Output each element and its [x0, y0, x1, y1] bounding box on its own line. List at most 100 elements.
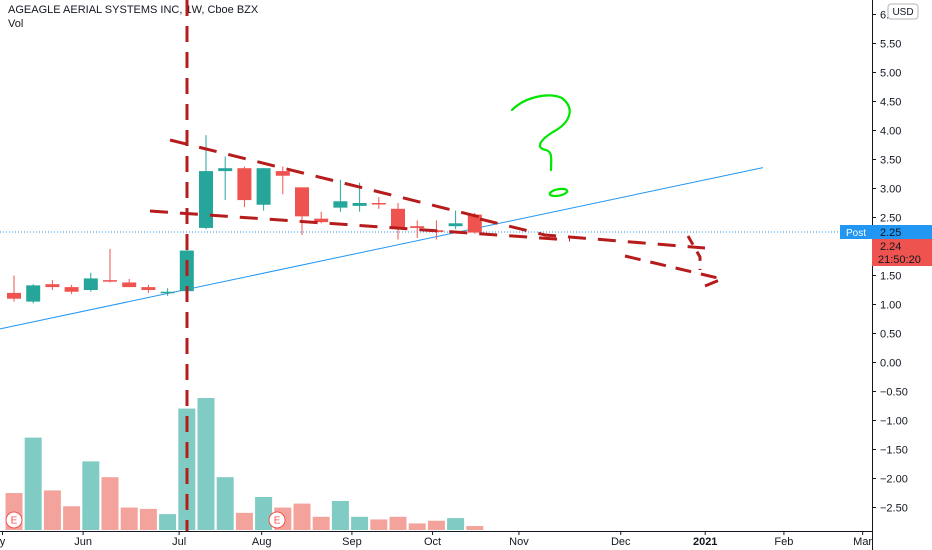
- time-tick-label: Mar: [853, 536, 872, 548]
- trend-line-layer: [0, 167, 764, 330]
- last-price-tag: [872, 239, 932, 266]
- price-tick-label: 1.50: [880, 271, 901, 283]
- earnings-marker-label: E: [11, 516, 18, 527]
- question-mark-curve: [510, 94, 571, 172]
- post-price-tag: [872, 225, 932, 239]
- candle-body: [83, 278, 98, 290]
- candle-body: [371, 203, 386, 205]
- time-tick-label: Jul: [172, 536, 186, 548]
- volume-bar: [293, 503, 311, 530]
- price-tick-label: −2.50: [880, 503, 908, 515]
- projection-lower-dashed: [624, 254, 727, 288]
- currency-button[interactable]: [887, 3, 919, 20]
- volume-bar: [159, 514, 177, 530]
- post-tag-box: [840, 225, 872, 239]
- volume-bar: [43, 490, 61, 530]
- candle-body: [391, 208, 405, 228]
- volume-bar: [427, 520, 445, 530]
- volume-bar: [408, 523, 426, 530]
- post-price-value: 2.25: [880, 227, 901, 239]
- lower-dashed-trendline: [149, 209, 571, 242]
- symbol-title: AGEAGLE AERIAL SYSTEMS INC, 1W, Cboe BZX: [8, 4, 259, 16]
- candle-body: [160, 291, 175, 294]
- volume-label: Vol: [8, 18, 24, 30]
- price-tick-label: 0.50: [880, 329, 901, 341]
- volume-bar: [235, 512, 253, 530]
- candle-body: [333, 201, 348, 208]
- volume-bar: [255, 497, 273, 530]
- earnings-marker: [268, 511, 286, 529]
- price-tick-label: 1.00: [880, 300, 901, 312]
- earnings-marker: [5, 511, 23, 529]
- price-tick-label: −0.50: [880, 387, 908, 399]
- price-tick-label: −2.00: [880, 474, 908, 486]
- price-tick-label: 3.00: [880, 184, 901, 196]
- price-tick-label: 5.00: [880, 68, 901, 80]
- volume-bar: [101, 477, 119, 530]
- price-tick-label: 2.50: [880, 213, 901, 225]
- drawing-layer: [149, 0, 727, 531]
- question-mark-dot: [548, 187, 569, 198]
- candle-body: [199, 171, 213, 228]
- candle-body: [64, 287, 79, 292]
- candles-layer: [7, 135, 482, 304]
- candle-body: [141, 287, 156, 290]
- volume-bar: [197, 398, 215, 530]
- candle-body: [314, 218, 329, 223]
- candle-body: [352, 203, 367, 206]
- volume-bar: [139, 508, 157, 530]
- time-tick-label: Sep: [342, 536, 362, 548]
- volume-layer: [5, 398, 484, 530]
- time-tick-label: 2021: [693, 536, 717, 548]
- time-tick-label: Oct: [424, 536, 441, 548]
- earnings-marker-label: E: [274, 516, 281, 527]
- price-axis-background: [872, 0, 932, 550]
- upper-dashed-trendline: [169, 138, 481, 219]
- candle-body: [103, 280, 117, 282]
- time-tick-label: y: [0, 536, 6, 548]
- time-tick-label: Aug: [252, 536, 272, 548]
- time-tick-label: Nov: [509, 536, 529, 548]
- volume-bar: [389, 516, 407, 530]
- price-tick-label: 4.50: [880, 97, 901, 109]
- volume-bar: [370, 519, 388, 530]
- currency-button-label: USD: [892, 7, 913, 18]
- price-tick-label: 4.00: [880, 126, 901, 138]
- volume-bar: [447, 518, 465, 530]
- candle-body: [218, 168, 233, 172]
- volume-bar: [466, 526, 484, 530]
- time-tick-label: Dec: [611, 536, 631, 548]
- volume-bar: [82, 461, 100, 530]
- candle-body: [26, 285, 41, 302]
- candle-body: [237, 168, 252, 201]
- time-axis: y Jun Jul Aug Sep Oct Nov Dec 2021 Feb Mar: [0, 531, 872, 548]
- candle-body: [295, 187, 309, 217]
- price-tick-label: 3.50: [880, 155, 901, 167]
- candle-body: [45, 284, 60, 288]
- post-tag-label: Post: [846, 228, 866, 239]
- price-tick-label: −1.00: [880, 416, 908, 428]
- price-tick-label: −1.50: [880, 445, 908, 457]
- volume-bar: [216, 477, 234, 530]
- countdown-timer: 21:50:20: [878, 254, 921, 266]
- volume-bar: [24, 437, 42, 530]
- candle-body: [256, 168, 271, 205]
- volume-bar: [312, 516, 330, 530]
- projection-arrow-bend: [686, 235, 702, 270]
- volume-bar: [120, 507, 138, 530]
- price-tick-label: 6.: [880, 10, 889, 22]
- price-tick-label: 0.00: [880, 358, 901, 370]
- candle-body: [122, 282, 137, 288]
- time-tick-label: Feb: [774, 536, 793, 548]
- candle-body: [275, 171, 290, 176]
- volume-bar: [63, 506, 81, 530]
- volume-bar: [331, 500, 349, 530]
- volume-bar: [351, 516, 369, 530]
- candle-body: [410, 226, 425, 228]
- candle-body: [7, 292, 21, 299]
- projection-upper-dashed: [479, 217, 706, 250]
